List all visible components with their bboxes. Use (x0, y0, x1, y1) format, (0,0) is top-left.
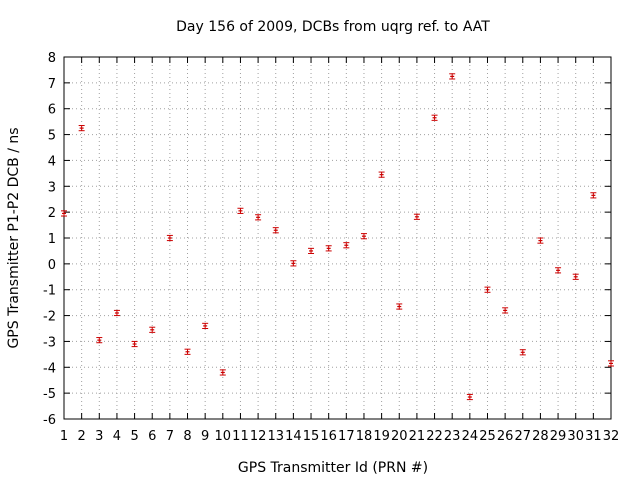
x-tick-label: 5 (130, 429, 138, 444)
data-point (290, 260, 297, 267)
x-tick-label: 16 (320, 429, 337, 444)
data-point (537, 237, 544, 244)
data-point (502, 307, 509, 314)
data-point (466, 393, 473, 401)
x-tick-label: 3 (95, 429, 103, 444)
x-tick-label: 17 (338, 429, 355, 444)
data-point (396, 303, 403, 310)
y-tick-label: 5 (48, 129, 56, 144)
y-tick-label: 6 (48, 103, 56, 118)
data-point (413, 213, 420, 220)
y-tick-label: -3 (43, 335, 56, 350)
data-point (431, 114, 438, 121)
x-tick-label: 25 (479, 429, 496, 444)
data-point (184, 348, 191, 355)
data-point (113, 309, 120, 317)
x-tick-label: 10 (215, 429, 232, 444)
y-tick-label: 4 (48, 154, 56, 169)
data-point (255, 214, 262, 221)
y-tick-label: 1 (48, 232, 56, 247)
y-tick-label: 2 (48, 206, 56, 221)
data-point (449, 73, 456, 80)
x-tick-label: 13 (267, 429, 284, 444)
x-tick-label: 24 (462, 429, 479, 444)
y-axis-label: GPS Transmitter P1-P2 DCB / ns (6, 127, 22, 348)
x-tick-label: 1 (60, 429, 68, 444)
data-point (202, 322, 209, 329)
data-point (484, 286, 491, 293)
x-tick-label: 28 (532, 429, 549, 444)
x-tick-label: 12 (250, 429, 267, 444)
x-tick-label: 29 (550, 429, 567, 444)
x-tick-label: 23 (444, 429, 461, 444)
data-point (308, 247, 315, 255)
data-point (237, 207, 244, 214)
x-tick-label: 30 (567, 429, 584, 444)
x-tick-label: 21 (409, 429, 426, 444)
y-tick-label: -5 (43, 387, 56, 402)
data-point (78, 125, 85, 132)
x-tick-label: 26 (497, 429, 514, 444)
x-tick-label: 11 (232, 429, 249, 444)
y-tick-label: -2 (43, 310, 56, 325)
x-tick-label: 31 (585, 429, 602, 444)
x-tick-label: 18 (356, 429, 373, 444)
y-tick-label: -4 (43, 361, 56, 376)
data-point (590, 192, 597, 199)
data-point (96, 337, 103, 344)
data-point (131, 340, 138, 348)
x-tick-label: 6 (148, 429, 156, 444)
data-point (378, 171, 385, 178)
data-point (572, 273, 579, 280)
x-tick-label: 15 (303, 429, 320, 444)
y-tick-label: 8 (48, 51, 56, 66)
data-point (272, 227, 279, 234)
x-tick-label: 19 (373, 429, 390, 444)
data-point (519, 349, 526, 356)
data-point (343, 242, 350, 249)
data-points (61, 73, 614, 401)
chart-title: Day 156 of 2009, DCBs from uqrg ref. to … (176, 19, 490, 35)
y-tick-label: 3 (48, 180, 56, 195)
x-tick-label: 32 (603, 429, 620, 444)
y-tick-label: -6 (43, 413, 56, 428)
data-point (555, 267, 562, 274)
x-tick-label: 20 (391, 429, 408, 444)
data-point (61, 210, 67, 217)
x-tick-label: 4 (113, 429, 121, 444)
data-point (219, 369, 226, 376)
data-point (149, 326, 156, 333)
x-tick-label: 7 (166, 429, 174, 444)
x-tick-label: 27 (515, 429, 532, 444)
data-point (608, 360, 614, 367)
x-tick-label: 8 (183, 429, 191, 444)
data-point (166, 234, 173, 242)
x-tick-label: 2 (78, 429, 86, 444)
grid (64, 57, 611, 419)
x-tick-label: 14 (285, 429, 302, 444)
y-tick-label: 0 (48, 258, 56, 273)
data-point (360, 233, 367, 240)
x-tick-label: 9 (201, 429, 209, 444)
data-point (325, 245, 332, 252)
y-tick-label: -1 (43, 284, 56, 299)
x-axis-label: GPS Transmitter Id (PRN #) (238, 460, 428, 476)
y-tick-label: 7 (48, 77, 56, 92)
x-tick-label: 22 (426, 429, 443, 444)
